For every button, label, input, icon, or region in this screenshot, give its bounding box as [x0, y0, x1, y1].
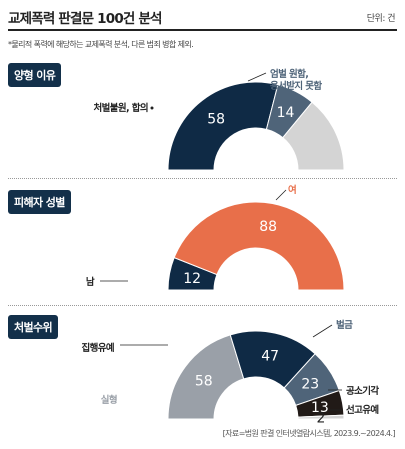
footnote: *물리적 폭력에 해당하는 교제폭력 분석, 다른 범죄 병합 제외.	[8, 40, 194, 49]
category-label-4: 공소기각	[346, 385, 379, 397]
slice-2	[173, 201, 345, 291]
source-note: [자료=법원 판결 인터넷열람시스템, 2023.9.~2024.4.]	[222, 429, 396, 438]
value-label-5: 2	[317, 411, 326, 427]
panel-punishment-level: 처벌수위 58 실형 47 집행유예 23 벌금 13 공소기각 2 선고유예	[8, 315, 397, 427]
value-label-3: 23	[301, 376, 319, 392]
category-label-5: 선고유예	[346, 404, 379, 416]
slice-1	[167, 334, 245, 420]
value-label-2: 47	[261, 349, 279, 365]
page-title: 교제폭력 판결문 100건 분석	[8, 11, 162, 27]
punishment-level-chart: 58 실형 47 집행유예 23 벌금 13 공소기각 2 선고유예	[81, 319, 380, 427]
value-label-1: 58	[195, 373, 213, 389]
category-label-1: 처벌불원, 합의	[93, 102, 148, 114]
category-label-2: 집행유예	[81, 342, 114, 354]
category-label-2: 여	[288, 184, 296, 196]
slice-5	[297, 414, 345, 420]
value-label-2: 14	[277, 105, 295, 121]
value-label-1: 58	[207, 112, 225, 128]
unit-label: 단위: 건	[366, 14, 396, 24]
panel-title: 피해자 성별	[8, 190, 71, 214]
leader-line-3	[312, 324, 333, 338]
category-label-3: 벌금	[336, 319, 353, 331]
divider	[8, 305, 397, 306]
category-label-2: 용서받지 못함	[270, 80, 322, 92]
divider	[8, 178, 397, 179]
title-rule	[8, 29, 397, 31]
category-label-1: 남	[86, 276, 95, 288]
slice-1	[167, 81, 279, 171]
victim-gender-chart: 12 남 88 여	[86, 184, 345, 291]
value-label-2: 88	[259, 219, 277, 235]
label-dot	[150, 106, 154, 110]
panel-sentencing-reason: 양형 이유 58 처벌불원, 합의 14 엄벌 원함, 용서받지 못함	[8, 63, 397, 173]
value-label-4: 13	[311, 400, 329, 416]
leader-line-2	[247, 72, 267, 82]
value-label-1: 12	[183, 271, 201, 287]
panel-title: 처벌수위	[8, 315, 59, 339]
slice-3	[282, 101, 345, 171]
category-label-2: 엄벌 원함,	[270, 68, 308, 80]
sentencing-reason-chart: 58 처벌불원, 합의 14 엄벌 원함,용서받지 못함	[93, 68, 345, 171]
panel-victim-gender: 피해자 성별 12 남 88 여	[8, 184, 397, 300]
leader-line-2	[275, 189, 287, 201]
panel-title: 양형 이유	[8, 63, 62, 87]
category-label-1: 실형	[101, 394, 117, 406]
